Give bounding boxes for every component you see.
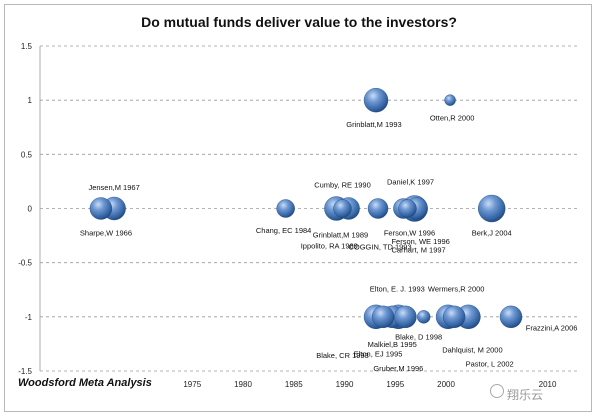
y-tick-label: 1.5 — [21, 42, 33, 51]
data-label: COGGIN, TD 1993 — [348, 242, 411, 251]
data-bubble — [417, 310, 431, 324]
data-label: Blake, CR 1993 — [316, 351, 369, 360]
data-label: Wermers,R 2000 — [428, 285, 485, 294]
x-tick-label: 1995 — [386, 380, 404, 389]
data-label: Ippolito, RA 1989 — [301, 241, 358, 250]
x-tick-label: 1980 — [234, 380, 252, 389]
data-bubble — [89, 197, 113, 220]
data-label: Ferson, WE 1996 — [391, 237, 449, 246]
chart-footer: Woodsford Meta Analysis — [18, 377, 152, 389]
data-label: Sharpe,W 1966 — [80, 228, 132, 237]
y-tick-label: -1 — [25, 313, 33, 322]
x-tick-label: 1990 — [336, 380, 354, 389]
watermark: 翔乐云 — [507, 388, 544, 402]
data-bubble — [478, 194, 506, 223]
chart-title: Do mutual funds deliver value to the inv… — [141, 14, 457, 30]
y-tick-label: -0.5 — [18, 259, 32, 268]
data-bubble — [444, 94, 456, 106]
data-bubble — [442, 305, 466, 329]
data-label: Grinblatt,M 1989 — [313, 231, 368, 240]
data-label: Gruber,M 1996 — [373, 364, 423, 373]
y-tick-label: 1 — [28, 96, 33, 105]
x-tick-label: 1985 — [285, 380, 303, 389]
data-bubble — [333, 199, 352, 218]
data-bubble — [276, 199, 295, 218]
data-bubble — [398, 199, 417, 218]
data-label: Otten,R 2000 — [430, 114, 475, 123]
data-label: Cumby, RE 1990 — [314, 181, 371, 190]
x-tick-label: 2010 — [539, 380, 557, 389]
data-bubble — [367, 198, 389, 219]
y-tick-label: 0 — [28, 205, 33, 214]
data-label: Elton, EJ 1995 — [354, 350, 403, 359]
data-label: Chang, EC 1984 — [256, 226, 311, 235]
data-bubble — [499, 305, 523, 329]
data-label: Daniel,K 1997 — [387, 177, 434, 186]
data-label: Blake, D 1998 — [395, 332, 442, 341]
data-label: Berk,J 2004 — [472, 228, 512, 237]
data-label: Ferson,W 1996 — [384, 228, 435, 237]
x-tick-label: 2000 — [437, 380, 455, 389]
data-label: Dahlquist, M 2000 — [442, 345, 502, 354]
watermark-logo-icon — [490, 384, 504, 398]
data-label: Malkiel,B 1995 — [368, 340, 417, 349]
data-bubble — [363, 87, 389, 113]
data-label: Elton, E. J. 1993 — [370, 285, 425, 294]
data-bubble — [371, 305, 395, 329]
data-bubble — [394, 305, 417, 329]
data-label: Frazzini,A 2006 — [526, 324, 578, 333]
y-tick-label: 0.5 — [21, 150, 33, 159]
y-tick-label: -1.5 — [18, 367, 32, 376]
data-label: Carhart, M 1997 — [392, 246, 446, 255]
data-label: Grinblatt,M 1993 — [346, 120, 401, 129]
data-label: Jensen,M 1967 — [88, 183, 139, 192]
data-label: Pastor, L 2002 — [466, 359, 514, 368]
x-tick-label: 1975 — [183, 380, 201, 389]
